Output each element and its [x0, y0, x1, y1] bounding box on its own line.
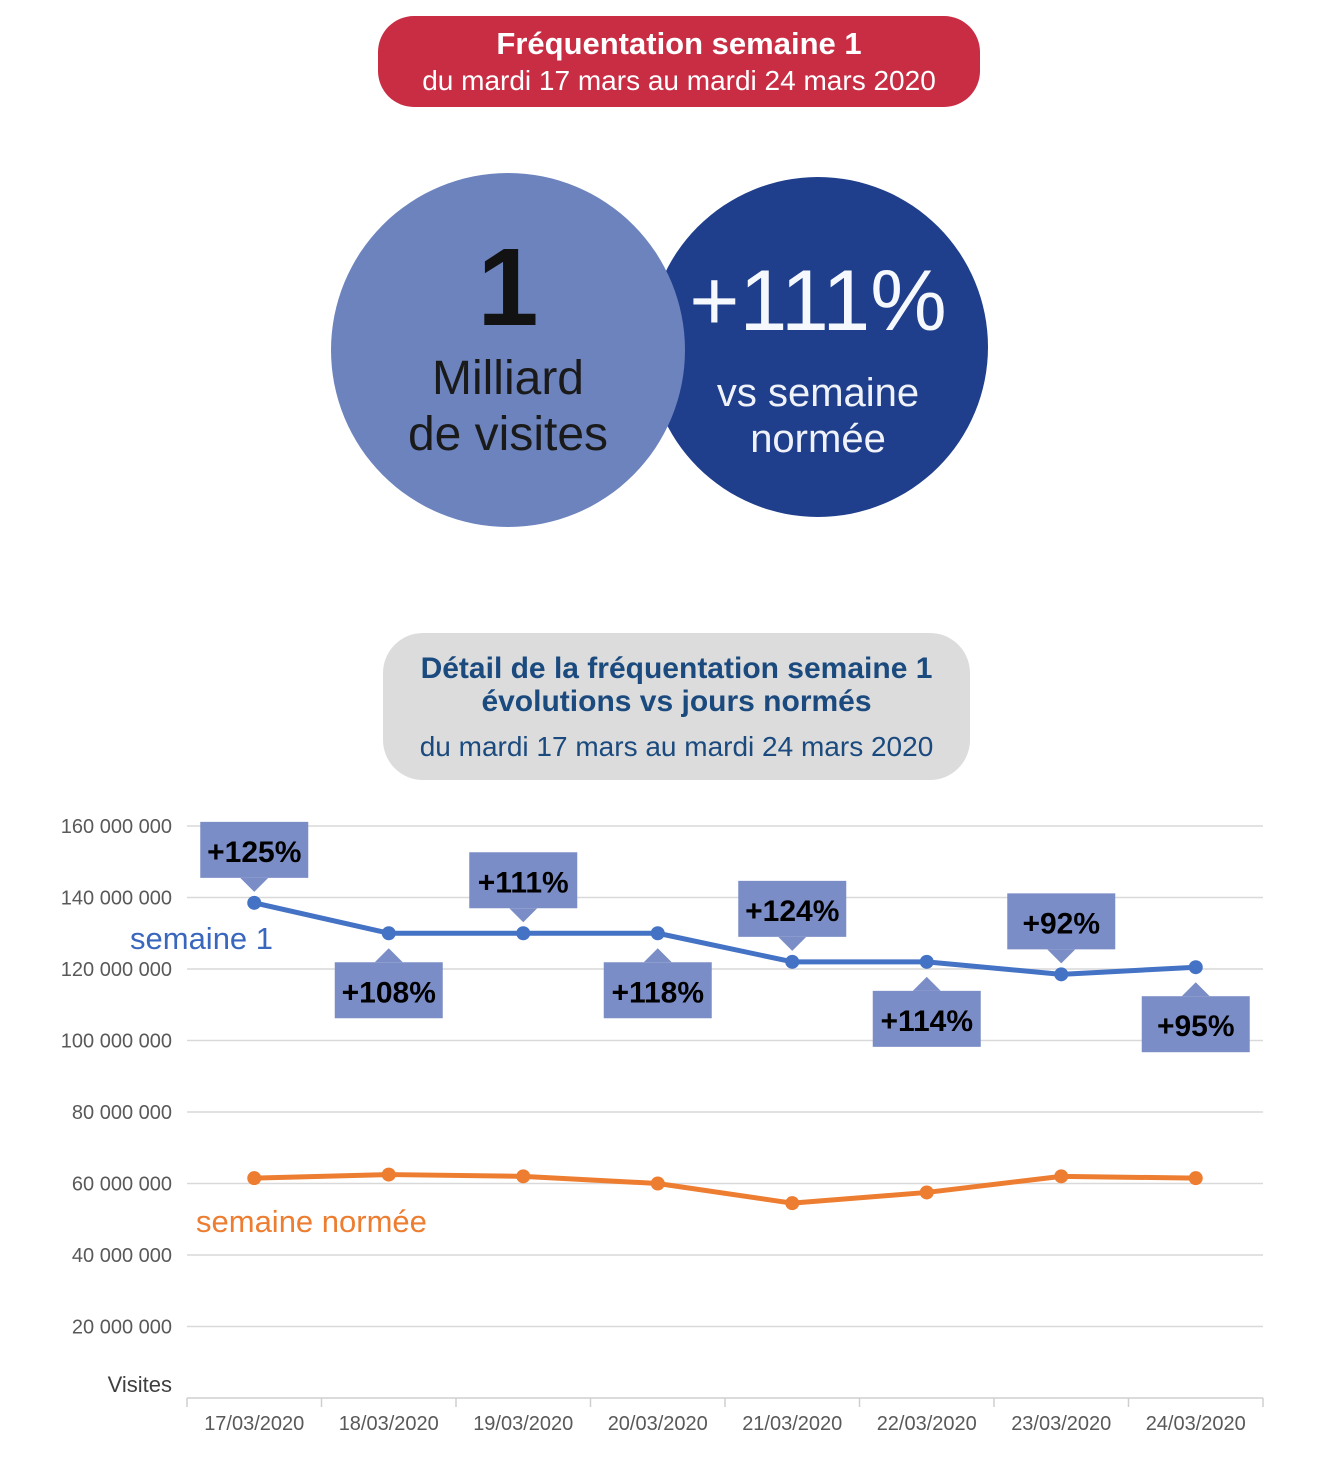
series-label-semaine-1: semaine 1 — [130, 921, 274, 956]
kpi-visits-value: 1 — [477, 226, 539, 350]
data-label-callout: +95% — [1141, 982, 1250, 1053]
callout-pointer — [912, 976, 941, 991]
data-point — [919, 954, 934, 969]
callout-text: +108% — [342, 976, 436, 1009]
y-axis-tick-labels: 20 000 000 40 000 000 60 000 000 80 000 000… — [61, 816, 172, 1339]
chart-title-line2: évolutions vs jours normés — [481, 685, 872, 718]
data-label-callout: +108% — [334, 948, 443, 1019]
callout-box — [872, 990, 981, 1047]
callout-text: +111% — [478, 866, 569, 899]
callout-pointer — [643, 948, 672, 963]
kpi-circle-visits: 1 Milliard de visites — [331, 173, 685, 527]
data-point — [381, 926, 396, 941]
kpi-growth-caption: vs semaine normée — [717, 370, 919, 462]
callout-pointer — [1047, 949, 1076, 964]
data-point — [919, 1185, 934, 1200]
data-point — [1054, 967, 1069, 982]
x-tick-label: 24/03/2020 — [1146, 1413, 1246, 1435]
kpi-growth-caption-line2: normée — [750, 417, 886, 461]
x-tick-label: 17/03/2020 — [204, 1413, 304, 1435]
data-point — [247, 895, 262, 910]
callout-box — [334, 962, 443, 1019]
x-tick-label: 21/03/2020 — [742, 1413, 842, 1435]
callout-box — [1007, 893, 1116, 950]
y-tick-label: 20 000 000 — [72, 1317, 172, 1339]
header-banner: Fréquentation semaine 1 du mardi 17 mars… — [378, 16, 980, 107]
kpi-growth-caption-line1: vs semaine — [716, 371, 920, 415]
data-label-callout: +111% — [469, 852, 578, 923]
data-point — [1188, 1171, 1203, 1186]
banner-subtitle: du mardi 17 mars au mardi 24 mars 2020 — [422, 64, 936, 96]
kpi-circle-growth: +111% vs semaine normée — [648, 177, 988, 517]
y-tick-label: 60 000 000 — [72, 1174, 172, 1196]
callout-pointer — [778, 936, 807, 951]
callout-box — [469, 852, 578, 909]
x-tick-label: 20/03/2020 — [608, 1413, 708, 1435]
callout-pointer — [509, 908, 538, 923]
x-tick-label: 22/03/2020 — [877, 1413, 977, 1435]
x-axis: 17/03/2020 18/03/2020 19/03/2020 20/03/2020… — [186, 1397, 1264, 1435]
data-label-callouts: +125% +108% +111% +118% +124% +114% +92% +95% — [200, 821, 1250, 1053]
y-tick-label: 100 000 000 — [61, 1031, 172, 1053]
callout-box — [603, 962, 712, 1019]
series-label-semaine-normee: semaine normée — [196, 1204, 427, 1239]
kpi-visits-caption-line1: Milliard — [431, 351, 584, 405]
series-semaine-normée — [247, 1167, 1203, 1211]
data-label-callout: +124% — [738, 880, 847, 951]
callout-text: +92% — [1022, 907, 1100, 940]
data-label-callout: +114% — [872, 976, 981, 1047]
callout-box — [738, 880, 847, 937]
data-point — [785, 954, 800, 969]
chart-subtitle: du mardi 17 mars au mardi 24 mars 2020 — [419, 731, 934, 762]
series-semaine-1 — [247, 895, 1203, 982]
y-tick-label: 120 000 000 — [61, 959, 172, 981]
kpi-visits-caption-line2: de visites — [407, 408, 609, 462]
callout-text: +95% — [1157, 1010, 1235, 1043]
callout-text: +124% — [745, 895, 839, 928]
data-point — [650, 1176, 665, 1191]
data-point — [247, 1171, 262, 1186]
series-line — [251, 900, 1199, 977]
data-point — [516, 926, 531, 941]
callout-box — [200, 821, 309, 878]
callout-text: +114% — [880, 1005, 973, 1038]
y-tick-label: 140 000 000 — [61, 888, 172, 910]
y-axis-title: Visites — [107, 1372, 172, 1397]
data-point — [785, 1196, 800, 1211]
chart-header-box: Détail de la fréquentation semaine 1 évo… — [383, 633, 970, 780]
x-tick-label: 23/03/2020 — [1011, 1413, 1111, 1435]
x-tick-label: 18/03/2020 — [339, 1413, 439, 1435]
y-tick-label: 40 000 000 — [72, 1245, 172, 1267]
data-point — [1188, 960, 1203, 975]
data-point — [650, 926, 665, 941]
y-tick-label: 80 000 000 — [72, 1102, 172, 1124]
kpi-growth-value: +111% — [689, 253, 947, 349]
data-point — [1054, 1169, 1069, 1184]
data-point — [381, 1167, 396, 1182]
callout-pointer — [1181, 982, 1210, 997]
chart-title: Détail de la fréquentation semaine 1 évo… — [421, 652, 933, 718]
chart-title-line1: Détail de la fréquentation semaine 1 — [420, 652, 933, 685]
data-label-callout: +92% — [1007, 893, 1116, 964]
data-label-callout: +118% — [603, 948, 712, 1019]
y-tick-label: 160 000 000 — [61, 816, 172, 838]
kpi-visits-caption: Milliard de visites — [408, 351, 608, 464]
data-label-callout: +125% — [200, 821, 309, 892]
banner-title: Fréquentation semaine 1 — [496, 25, 862, 61]
data-point — [516, 1169, 531, 1184]
visits-line-chart: 20 000 000 40 000 000 60 000 000 80 000 000… — [0, 790, 1319, 1462]
callout-text: +125% — [207, 836, 301, 869]
callout-pointer — [240, 877, 269, 892]
chart-plot-area: 20 000 000 40 000 000 60 000 000 80 000 000… — [61, 816, 1264, 1435]
x-tick-label: 19/03/2020 — [473, 1413, 573, 1435]
series-line — [251, 1172, 1199, 1206]
callout-box — [1141, 996, 1250, 1053]
callout-pointer — [374, 948, 403, 963]
callout-text: +118% — [611, 976, 704, 1009]
